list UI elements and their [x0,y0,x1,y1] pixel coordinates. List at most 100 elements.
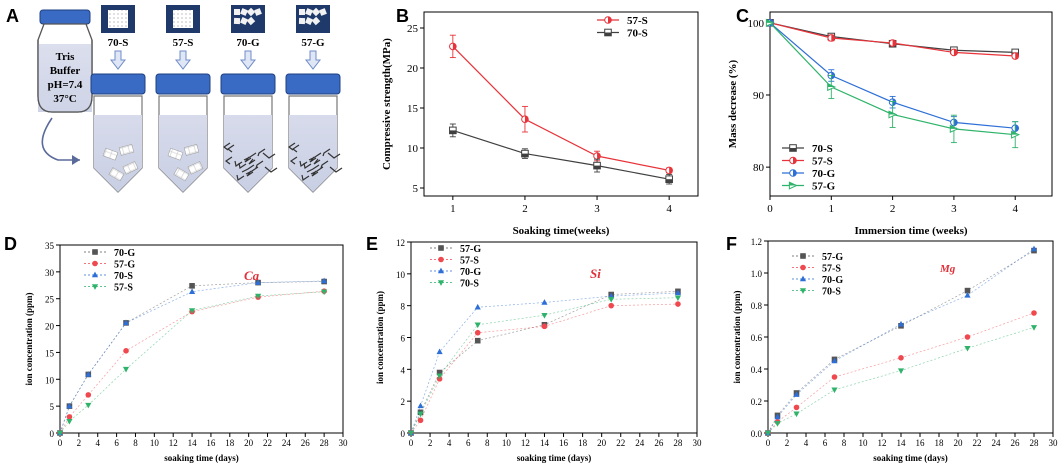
pour-arrow [41,117,80,161]
sample-label: 57-G [301,37,325,49]
data-point [604,28,612,37]
y-tick-label: 0.0 [751,429,763,439]
data-point [521,149,529,158]
x-tick-label: 12 [521,438,530,448]
element-label: Si [590,266,601,281]
x-tick-label: 10 [859,438,869,448]
series-line [410,290,678,434]
x-tick-label: 20 [244,438,254,448]
marker-fill [449,130,457,134]
data-point [92,260,98,267]
data-point [888,110,898,119]
granule-network [222,142,278,181]
tube-cap [155,73,211,95]
y-tick-label: 10 [45,375,55,385]
legend-label: 57-S [812,156,833,168]
panel-label: C [736,6,749,26]
data-point [593,152,601,160]
x-axis-label: soaking time (days) [517,453,592,463]
data-point [608,297,615,303]
x-tick-label: 4 [666,203,672,215]
granule [246,7,256,17]
y-axis-label: ion concentration (ppm) [24,293,34,386]
panel-label: F [726,234,737,254]
element-label: Mg [939,263,956,275]
x-tick-label: 2 [522,203,528,215]
chart-panel-c: C 0 1 2 3 4 80 90 100 Immersion time (weeks) Mass … [727,6,1053,237]
data-point [608,292,615,299]
scaffold-piece [108,167,125,182]
series-70-g [57,278,327,436]
x-tick-label: 12 [878,438,887,448]
y-tick-label: 1.0 [751,269,763,279]
x-tick-label: 24 [635,438,645,448]
marker-fill [452,43,457,50]
x-tick-label: 2 [428,438,433,448]
data-point [950,48,958,57]
data-point [255,279,262,285]
legend-item: 70-G [430,267,481,278]
y-tick-label: 5 [413,183,419,195]
y-tick-label: 35 [45,241,55,251]
data-point [474,322,481,329]
scaffold-block [173,10,193,28]
marker-fill [827,83,835,88]
panel-label: B [396,6,409,26]
x-tick-label: 24 [282,438,292,448]
data-point [417,411,424,418]
legend-item: 57-S [430,256,479,267]
data-point [964,334,971,340]
legend-item: 57-S [597,15,648,27]
data-point [604,16,612,24]
data-point [800,253,806,259]
plot-frame [769,11,1053,197]
x-tick-label: 6 [114,438,119,448]
x-tick-label: 18 [578,438,588,448]
x-axis-label: Soaking time(weeks) [513,225,610,237]
legend-label: 57-G [460,244,481,255]
legend-label: 70-G [822,275,843,286]
legend-item: 70-G [782,168,836,180]
legend-label: 70-S [812,143,833,155]
y-axis-label: Mass decrease (%) [727,59,739,148]
legend-label: 57-G [114,260,135,271]
legend: 57-S70-S [597,15,648,40]
data-point [789,169,797,177]
data-point [449,42,457,51]
granule [305,17,313,25]
data-point [1030,325,1038,331]
x-tick-label: 0 [767,203,773,215]
buffer-line-4: 37°C [53,93,76,105]
granule [299,9,305,15]
x-tick-label: 14 [188,438,198,448]
data-point [91,271,99,278]
x-tick-label: 3 [951,203,957,215]
x-tick-label: 20 [954,438,964,448]
x-axis-label: Immersion time (weeks) [854,225,967,237]
data-point [436,348,443,355]
marker-fill [892,98,896,106]
data-point [1030,245,1038,252]
marker-fill [665,179,673,183]
marker-fill [892,39,896,47]
x-tick-label: 16 [206,438,216,448]
scaffold-piece [102,147,119,161]
data-point [665,175,673,183]
y-tick-label: 0.8 [751,301,763,311]
legend-label: 70-G [812,168,836,180]
y-tick-label: 8 [401,302,406,312]
buffer-bottle: Tris Buffer pH=7.4 37°C [37,9,93,165]
data-point [789,156,797,165]
buffer-line-3: pH=7.4 [48,79,83,91]
y-tick-label: 0.2 [751,397,762,407]
data-point [793,404,800,411]
x-tick-label: 16 [559,438,569,448]
series-70-s [766,19,1020,57]
y-tick-label: 90 [753,90,765,102]
x-tick-label: 26 [301,438,311,448]
plot-frame [423,11,699,197]
y-tick-label: 0 [50,429,55,439]
sample-label: 70-S [108,37,129,49]
series-line [767,327,1035,434]
x-tick-label: 2 [890,203,896,215]
